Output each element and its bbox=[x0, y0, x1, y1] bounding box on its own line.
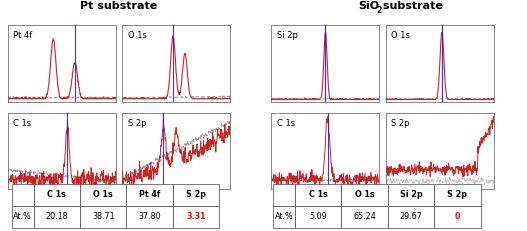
Text: O 1s: O 1s bbox=[128, 31, 147, 40]
Text: Pt substrate: Pt substrate bbox=[80, 1, 157, 11]
Text: Si 2p: Si 2p bbox=[399, 190, 423, 199]
Text: S 2p: S 2p bbox=[447, 190, 467, 199]
Text: 3.31: 3.31 bbox=[186, 212, 206, 221]
Text: Pt 4f: Pt 4f bbox=[13, 31, 33, 40]
Text: C 1s: C 1s bbox=[277, 119, 295, 128]
Text: 5.09: 5.09 bbox=[309, 212, 327, 221]
Text: O 1s: O 1s bbox=[391, 31, 410, 40]
Text: C 1s: C 1s bbox=[13, 119, 32, 128]
Text: S 2p: S 2p bbox=[128, 119, 146, 128]
Text: 0: 0 bbox=[455, 212, 460, 221]
Text: C 1s: C 1s bbox=[47, 190, 66, 199]
Text: 29.67: 29.67 bbox=[399, 212, 423, 221]
Text: C 1s: C 1s bbox=[309, 190, 328, 199]
Text: S 2p: S 2p bbox=[186, 190, 206, 199]
Text: 20.18: 20.18 bbox=[46, 212, 68, 221]
Text: 37.80: 37.80 bbox=[139, 212, 161, 221]
Text: O 1s: O 1s bbox=[93, 190, 113, 199]
Text: S 2p: S 2p bbox=[391, 119, 409, 128]
Text: At.%: At.% bbox=[13, 212, 32, 221]
Text: Pt 4f: Pt 4f bbox=[139, 190, 160, 199]
Text: 38.71: 38.71 bbox=[92, 212, 114, 221]
Text: 2: 2 bbox=[377, 6, 382, 15]
Text: 65.24: 65.24 bbox=[353, 212, 376, 221]
Text: At.%: At.% bbox=[275, 212, 294, 221]
Text: O 1s: O 1s bbox=[355, 190, 375, 199]
Text: SiO: SiO bbox=[358, 1, 379, 11]
Text: substrate: substrate bbox=[379, 1, 443, 11]
Text: Si 2p: Si 2p bbox=[277, 31, 298, 40]
